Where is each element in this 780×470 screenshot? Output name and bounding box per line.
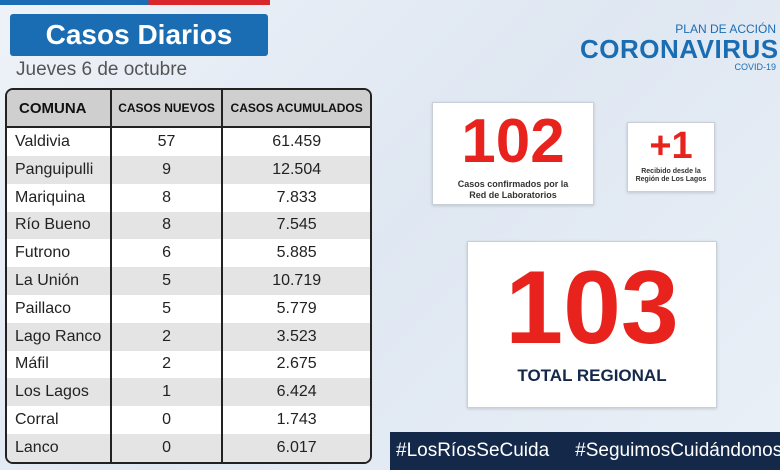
confirmed-caption: Red de Laboratorios [469, 189, 557, 200]
cases-table: COMUNA CASOS NUEVOS CASOS ACUMULADOS Valdiv… [7, 90, 370, 462]
received-caption: Recibido desde la [641, 168, 701, 175]
table-cell: Los Lagos [7, 378, 112, 407]
confirmed-caption: Casos confirmados por la [457, 179, 569, 189]
received-box: +1 Recibido desde la Región de Los Lagos [627, 122, 715, 192]
table-cell: La Unión [7, 267, 112, 295]
table-row: Lanco 0 6.017 [7, 434, 370, 462]
table-cell: 2 [110, 350, 224, 379]
table-row: Los Lagos 1 6.424 [7, 378, 370, 407]
top-stripe [0, 0, 270, 5]
table-cell: 6 [110, 239, 224, 268]
table-row: La Unión 5 10.719 [7, 267, 370, 295]
table-cell: 8 [110, 211, 224, 240]
table-cell: Lago Ranco [7, 322, 112, 351]
logo-sub: COVID-19 [734, 62, 776, 72]
table-cell: 61.459 [272, 132, 322, 150]
total-label: TOTAL REGIONAL [517, 366, 667, 385]
table-row: Futrono 6 5.885 [7, 239, 370, 268]
table-cell: 2.675 [276, 355, 317, 373]
received-value: +1 [649, 125, 693, 167]
table-cell: 5.885 [276, 244, 317, 262]
hashtag: #LosRíosSeCuida [396, 440, 550, 461]
date: Jueves 6 de octubre [16, 59, 188, 80]
table-cell: 5.779 [276, 299, 317, 317]
table-cell: 6.424 [222, 378, 370, 407]
table-row: Valdivia 57 61.459 [7, 127, 370, 156]
header-row: COMUNA CASOS NUEVOS CASOS ACUMULADOS [7, 90, 370, 128]
table-row: Panguipulli 9 12.504 [7, 155, 370, 184]
table-cell: 10.719 [222, 267, 370, 295]
table-cell: Río Bueno [7, 211, 112, 240]
received-caption: Región de Los Lagos [635, 176, 707, 184]
table-cell: Paillaco [7, 294, 112, 323]
table-row: Lago Ranco 2 3.523 [7, 322, 370, 351]
table-cell: 5 [110, 267, 224, 295]
table-cell: 6.017 [222, 434, 370, 462]
hashtag: #SeguimosCuidándonos [575, 440, 780, 461]
table-cell: 9 [110, 155, 224, 184]
table-frame: COMUNA CASOS NUEVOS CASOS ACUMULADOS Valdiv… [5, 88, 372, 464]
table-cell: 3.523 [222, 322, 370, 351]
table-row: Mariquina 8 7.833 [7, 183, 370, 212]
table-cell: Panguipulli [7, 155, 112, 184]
table-cell: 8 [110, 183, 224, 212]
confirmed-value: 102 [461, 107, 565, 176]
table-cell: 0 [110, 434, 224, 462]
table-row: Máfil 2 2.675 [7, 350, 370, 379]
table-cell: 2 [110, 322, 224, 351]
table-cell: Corral [7, 406, 112, 435]
table-row: Corral 0 1.743 [7, 406, 370, 435]
logo-name: CORONAVIRUS [580, 34, 779, 64]
logo: PLAN DE ACCIÓN CORONAVIRUS COVID-19 [580, 22, 780, 72]
table-cell: 57 [110, 127, 224, 156]
title: Casos Diarios [10, 14, 268, 56]
table-cell: Mariquina [7, 183, 112, 212]
table-row: Paillaco 5 5.779 [7, 294, 370, 323]
table-cell: Máfil [7, 350, 112, 379]
total-value: 103 [505, 250, 679, 366]
confirmed-box: 102 Casos confirmados por la Red de Labo… [432, 102, 594, 205]
column-header: COMUNA [7, 90, 112, 128]
table-cell: Valdivia [7, 127, 112, 156]
table-cell: 0 [110, 406, 224, 435]
table-cell: 12.504 [222, 155, 370, 184]
table-cell: Lanco [7, 434, 112, 462]
table-cell: 1 [110, 378, 224, 407]
logo-plan: PLAN DE ACCIÓN [675, 22, 776, 36]
table-cell: 7.833 [276, 188, 317, 206]
table-cell: Futrono [7, 239, 112, 268]
table-cell: 5 [110, 294, 224, 323]
hashtag-bar: #LosRíosSeCuida #SeguimosCuidándonos [390, 432, 780, 470]
table-cell: 1.743 [276, 411, 317, 429]
column-header: CASOS ACUMULADOS [222, 90, 370, 128]
column-header: CASOS NUEVOS [110, 90, 224, 128]
total-box: 103 TOTAL REGIONAL [467, 241, 717, 408]
table-cell: 7.545 [222, 211, 370, 240]
table-row: Río Bueno 8 7.545 [7, 211, 370, 240]
